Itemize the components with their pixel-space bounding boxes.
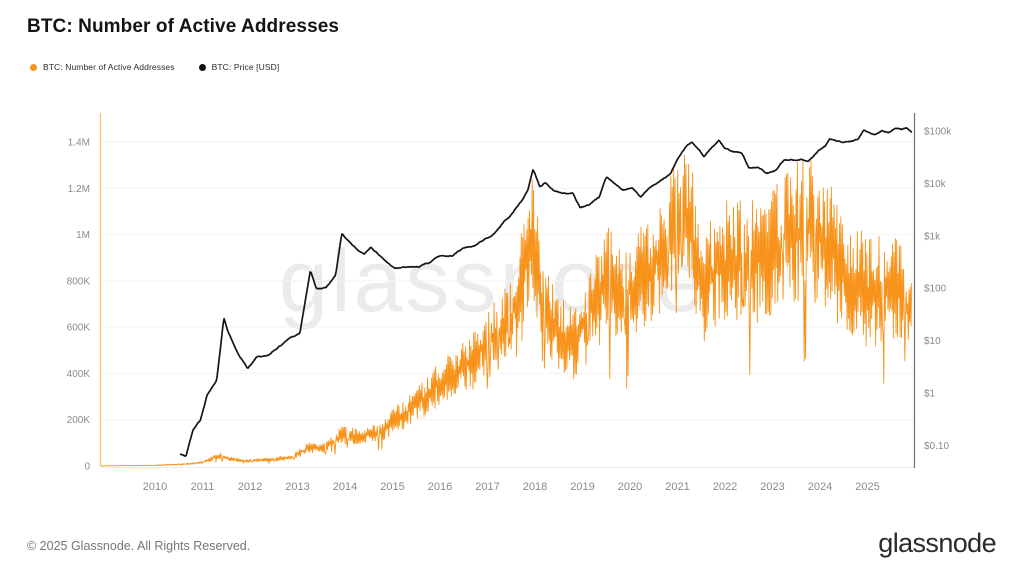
x-axis-tick-label: 2013 [285, 481, 309, 493]
grid-lines [100, 141, 915, 421]
right-axis-tick-label: $100k [924, 127, 952, 138]
page-title: BTC: Number of Active Addresses [27, 16, 340, 37]
x-axis-tick-label: 2020 [618, 481, 642, 493]
left-axis-tick-label: 400K [67, 369, 91, 380]
legend-dot-orange-icon [30, 63, 37, 71]
right-axis-tick-label: $1k [924, 231, 941, 242]
x-axis-tick-label: 2011 [191, 481, 215, 493]
x-axis-tick-label: 2010 [143, 481, 167, 493]
left-axis-tick-label: 1M [76, 230, 90, 241]
x-axis-tick-label: 2019 [570, 481, 594, 493]
left-axis-tick-label: 200K [67, 415, 91, 426]
left-axis-tick-label: 800K [67, 276, 91, 287]
legend-label-active-addresses: BTC: Number of Active Addresses [43, 62, 175, 72]
x-axis-tick-label: 2021 [665, 481, 689, 493]
x-axis-tick-label: 2016 [428, 481, 452, 493]
legend-dot-black-icon [198, 63, 206, 71]
x-axis-tick-label: 2018 [523, 481, 547, 493]
right-axis-tick-label: $1 [924, 389, 936, 400]
left-axis-tick-label: 1.2M [68, 184, 90, 195]
right-axis-tick-label: $10 [924, 336, 941, 347]
legend-item-active-addresses[interactable]: BTC: Number of Active Addresses [30, 62, 175, 72]
right-axis-tick-label: $100 [924, 284, 947, 295]
right-axis-tick-label: $10k [924, 179, 947, 190]
x-axis-tick-label: 2025 [855, 481, 879, 493]
x-axis-tick-label: 2015 [380, 481, 404, 493]
legend-label-price: BTC: Price [USD] [211, 62, 280, 72]
left-axis-tick-label: 0 [84, 462, 90, 473]
right-axis-ticks: $0.10 $1 $10 $100 $1k $10k $100k [924, 127, 952, 452]
x-axis-tick-label: 2017 [475, 481, 499, 493]
x-axis-tick-label: 2023 [760, 481, 784, 493]
glassnode-logo: glassnode [878, 528, 996, 558]
legend: BTC: Number of Active Addresses BTC: Pri… [30, 62, 279, 72]
left-axis-ticks: 0 200K 400K 600K 800K 1M 1.2M 1.4M [67, 138, 91, 473]
x-axis-tick-label: 2012 [238, 481, 262, 493]
x-axis-tick-label: 2024 [808, 481, 832, 493]
active-addresses-series-line [100, 154, 913, 467]
x-axis-tick-label: 2022 [713, 481, 737, 493]
x-axis-tick-label: 2014 [333, 481, 357, 493]
x-axis-ticks: 2010 2011 2012 2013 2014 2015 2016 2017 2018 2019… [143, 481, 880, 493]
left-axis-tick-label: 600K [67, 323, 91, 334]
copyright-text: © 2025 Glassnode. All Rights Reserved. [27, 539, 251, 553]
price-series-line [179, 127, 913, 458]
right-axis-tick-label: $0.10 [924, 441, 949, 452]
legend-item-price[interactable]: BTC: Price [USD] [198, 62, 280, 72]
left-axis-tick-label: 1.4M [68, 138, 90, 149]
